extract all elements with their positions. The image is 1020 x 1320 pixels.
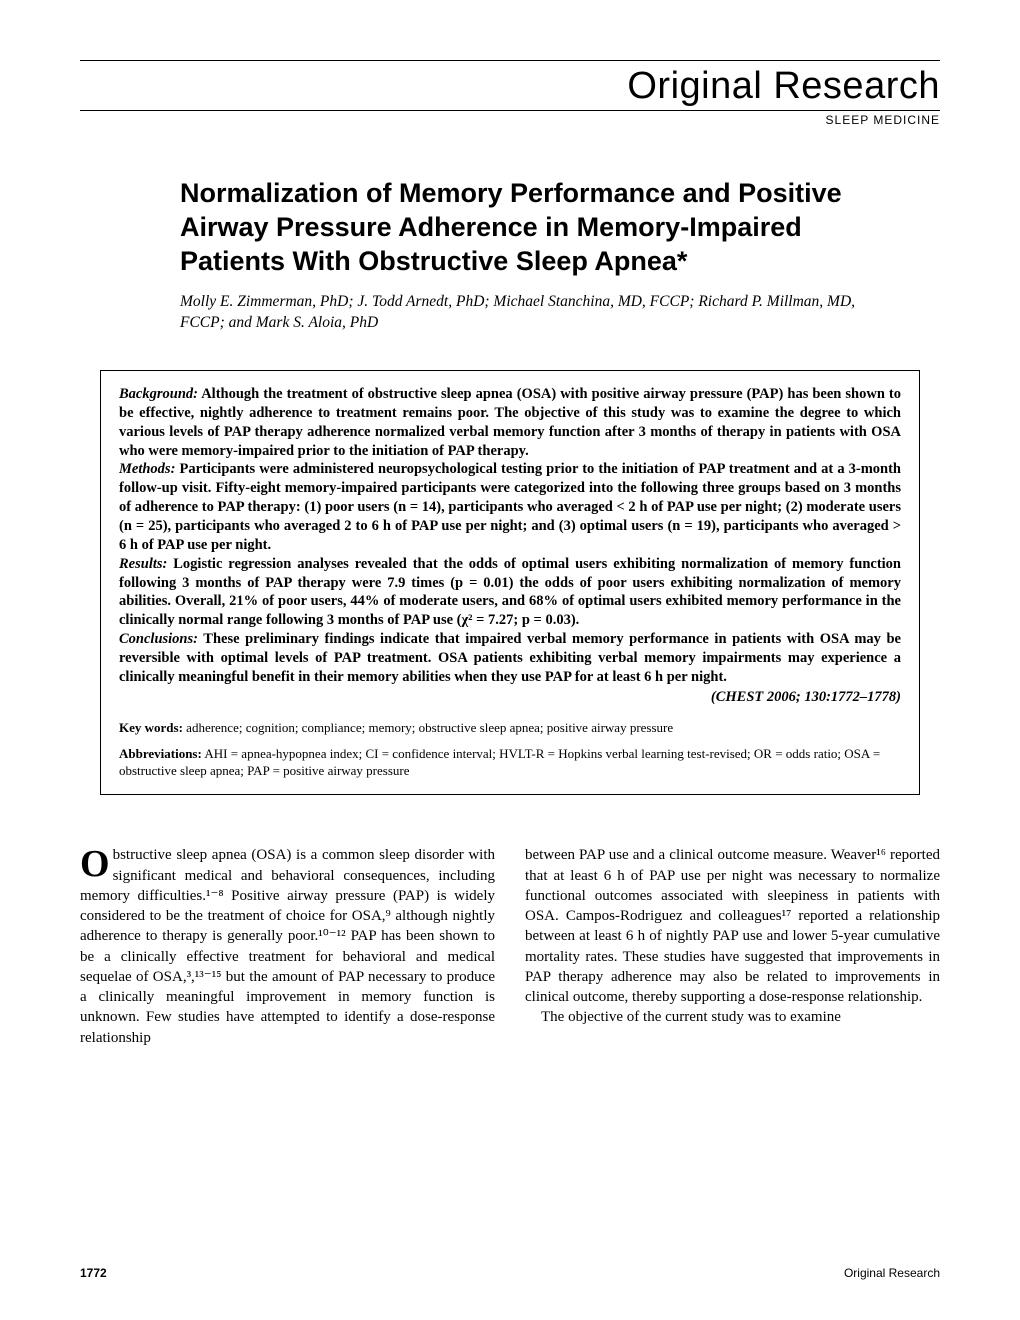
- keywords-label: Key words:: [119, 720, 183, 735]
- header-rule-bottom: [80, 110, 940, 111]
- conclusions-label: Conclusions:: [119, 631, 198, 647]
- abstract-background: Background: Although the treatment of ob…: [119, 385, 901, 460]
- column-left: Obstructive sleep apnea (OSA) is a commo…: [80, 845, 495, 1048]
- footer-label: Original Research: [844, 1266, 940, 1280]
- conclusions-text: These preliminary findings indicate that…: [119, 631, 901, 685]
- page-number: 1772: [80, 1266, 107, 1280]
- methods-text: Participants were administered neuropsyc…: [119, 461, 901, 552]
- body-para-2: between PAP use and a clinical outcome m…: [525, 845, 940, 1007]
- results-text: Logistic regression analyses revealed th…: [119, 556, 901, 629]
- dropcap: O: [80, 845, 113, 880]
- abstract-box: Background: Although the treatment of ob…: [100, 370, 920, 795]
- keywords: Key words: adherence; cognition; complia…: [119, 720, 901, 737]
- abbrev-label: Abbreviations:: [119, 746, 202, 761]
- column-right: between PAP use and a clinical outcome m…: [525, 845, 940, 1048]
- keywords-text: adherence; cognition; compliance; memory…: [183, 720, 673, 735]
- abstract-methods: Methods: Participants were administered …: [119, 460, 901, 554]
- footer: 1772 Original Research: [80, 1266, 940, 1280]
- body-para-1: Obstructive sleep apnea (OSA) is a commo…: [80, 845, 495, 1048]
- abbrev-text: AHI = apnea-hypopnea index; CI = confide…: [119, 746, 880, 778]
- col1-text: bstructive sleep apnea (OSA) is a common…: [80, 847, 495, 1045]
- background-label: Background:: [119, 386, 198, 402]
- body-columns: Obstructive sleep apnea (OSA) is a commo…: [80, 845, 940, 1048]
- authors: Molly E. Zimmerman, PhD; J. Todd Arnedt,…: [180, 292, 880, 334]
- section-label: SLEEP MEDICINE: [80, 113, 940, 127]
- header-rule-top: [80, 60, 940, 61]
- citation: (CHEST 2006; 130:1772–1778): [119, 689, 901, 706]
- abbreviations: Abbreviations: AHI = apnea-hypopnea inde…: [119, 746, 901, 780]
- article-title: Normalization of Memory Performance and …: [180, 177, 880, 278]
- body-para-3: The objective of the current study was t…: [525, 1007, 940, 1027]
- abstract-results: Results: Logistic regression analyses re…: [119, 555, 901, 630]
- masthead: Original Research: [80, 65, 940, 108]
- methods-label: Methods:: [119, 461, 175, 477]
- background-text: Although the treatment of obstructive sl…: [119, 386, 901, 459]
- abstract-conclusions: Conclusions: These preliminary findings …: [119, 630, 901, 687]
- results-label: Results:: [119, 556, 167, 572]
